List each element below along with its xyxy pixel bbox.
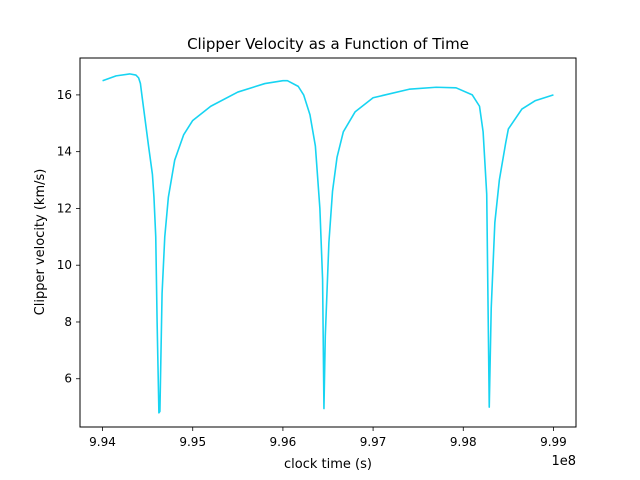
x-tick-label: 9.96 — [270, 435, 297, 449]
y-tick-label: 14 — [57, 145, 72, 159]
x-tick-label: 9.98 — [450, 435, 477, 449]
y-tick-label: 10 — [57, 258, 72, 272]
y-tick-label: 12 — [57, 201, 72, 215]
y-tick-label: 6 — [64, 372, 72, 386]
chart-title: Clipper Velocity as a Function of Time — [187, 35, 469, 53]
axis-ticks: 9.94 9.95 9.96 9.97 9.98 9.99 6 8 10 12 14 16 — [57, 88, 567, 449]
x-tick-label: 9.95 — [179, 435, 206, 449]
y-axis-label: Clipper velocity (km/s) — [33, 169, 48, 316]
x-offset-label: 1e8 — [551, 454, 576, 469]
x-tick-label: 9.97 — [360, 435, 387, 449]
series-line-0 — [102, 73, 554, 414]
y-tick-label: 16 — [57, 88, 72, 102]
plot-area — [102, 73, 554, 414]
x-tick-label: 9.94 — [89, 435, 116, 449]
x-tick-label: 9.99 — [540, 435, 567, 449]
y-tick-label: 8 — [64, 315, 72, 329]
x-axis-label: clock time (s) — [284, 457, 372, 472]
axes-frame — [79, 57, 577, 428]
